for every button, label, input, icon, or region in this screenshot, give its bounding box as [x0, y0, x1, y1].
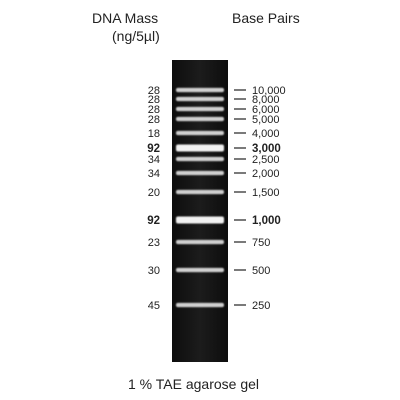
mass-header-line1: DNA Mass — [92, 10, 159, 26]
mass-label: 23 — [148, 237, 160, 249]
base-pairs-header: Base Pairs — [232, 10, 300, 26]
mass-label: 45 — [148, 300, 160, 312]
gel-band — [176, 189, 224, 195]
gel-band — [176, 87, 224, 93]
gel-band — [176, 302, 224, 308]
mass-label: 92 — [147, 143, 160, 155]
base-pair-label: 4,000 — [252, 128, 280, 140]
gel-band — [176, 96, 224, 102]
gel-band — [176, 130, 224, 136]
mass-label: 92 — [147, 215, 160, 227]
base-pair-label: 8,000 — [252, 94, 280, 106]
mass-label: 28 — [148, 85, 160, 97]
gel-band — [176, 239, 224, 245]
base-pair-label: 2,000 — [252, 168, 280, 180]
base-pair-label: 10,000 — [252, 85, 286, 97]
base-pair-label: 2,500 — [252, 154, 280, 166]
gel-lane — [172, 60, 228, 362]
mass-label: 18 — [148, 128, 160, 140]
mass-label: 28 — [148, 114, 160, 126]
gel-band — [176, 156, 224, 162]
mass-label: 28 — [148, 104, 160, 116]
base-pair-label: 6,000 — [252, 104, 280, 116]
gel-band — [176, 144, 224, 152]
mass-label: 28 — [148, 94, 160, 106]
gel-band — [176, 170, 224, 176]
base-pair-label: 3,000 — [252, 143, 281, 155]
base-pair-label: 500 — [252, 265, 270, 277]
base-pair-label: 250 — [252, 300, 270, 312]
base-pair-label: 1,500 — [252, 187, 280, 199]
gel-band — [176, 216, 224, 224]
base-pair-label: 750 — [252, 237, 270, 249]
mass-label: 34 — [148, 154, 160, 166]
base-pair-label: 5,000 — [252, 114, 280, 126]
gel-caption: 1 % TAE agarose gel — [128, 376, 260, 392]
base-pair-label: 1,000 — [252, 215, 281, 227]
mass-label: 30 — [148, 265, 160, 277]
mass-label: 20 — [148, 187, 160, 199]
gel-band — [176, 116, 224, 122]
gel-band — [176, 267, 224, 273]
mass-header-line2: (ng/5µl) — [112, 28, 160, 44]
gel-band — [176, 106, 224, 112]
mass-label: 34 — [148, 168, 160, 180]
